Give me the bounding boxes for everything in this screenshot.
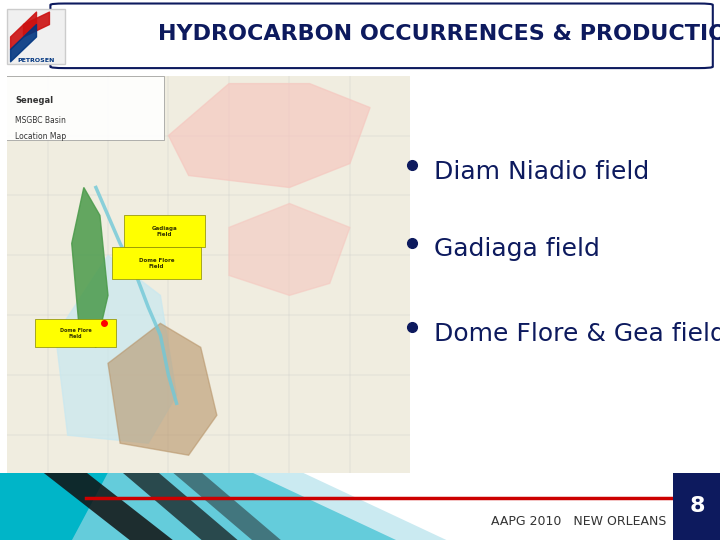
Polygon shape bbox=[7, 76, 410, 475]
Polygon shape bbox=[43, 472, 173, 540]
Text: MSGBC Basin: MSGBC Basin bbox=[15, 116, 66, 125]
Polygon shape bbox=[72, 187, 108, 347]
Text: Diam Niadio field: Diam Niadio field bbox=[434, 160, 649, 184]
Polygon shape bbox=[55, 255, 176, 443]
FancyBboxPatch shape bbox=[7, 9, 66, 64]
Text: Location Map: Location Map bbox=[15, 132, 66, 140]
Text: Dome Flore
Field: Dome Flore Field bbox=[139, 258, 174, 269]
FancyBboxPatch shape bbox=[50, 3, 713, 68]
FancyBboxPatch shape bbox=[7, 76, 410, 475]
FancyBboxPatch shape bbox=[673, 472, 720, 540]
Text: Dome Flore
Field: Dome Flore Field bbox=[60, 328, 91, 339]
Text: HYDROCARBON OCCURRENCES & PRODUCTION: HYDROCARBON OCCURRENCES & PRODUCTION bbox=[158, 24, 720, 44]
Text: Gadiaga field: Gadiaga field bbox=[434, 238, 600, 261]
Text: Gadiaga
Field: Gadiaga Field bbox=[152, 226, 177, 237]
Polygon shape bbox=[0, 472, 396, 540]
Polygon shape bbox=[168, 84, 370, 187]
FancyBboxPatch shape bbox=[35, 319, 116, 347]
Polygon shape bbox=[173, 472, 281, 540]
Polygon shape bbox=[0, 472, 720, 540]
Text: Senegal: Senegal bbox=[15, 96, 53, 105]
Text: Dome Flore & Gea fields: Dome Flore & Gea fields bbox=[434, 322, 720, 346]
Text: 8: 8 bbox=[689, 496, 705, 516]
Text: AAPG 2010   NEW ORLEANS  LA: AAPG 2010 NEW ORLEANS LA bbox=[491, 515, 690, 528]
FancyBboxPatch shape bbox=[124, 215, 204, 247]
FancyBboxPatch shape bbox=[3, 76, 164, 139]
Polygon shape bbox=[72, 472, 446, 540]
Polygon shape bbox=[229, 204, 350, 295]
Text: PETROSEN: PETROSEN bbox=[17, 58, 55, 63]
Polygon shape bbox=[122, 472, 238, 540]
FancyBboxPatch shape bbox=[112, 247, 201, 279]
Polygon shape bbox=[108, 323, 217, 455]
